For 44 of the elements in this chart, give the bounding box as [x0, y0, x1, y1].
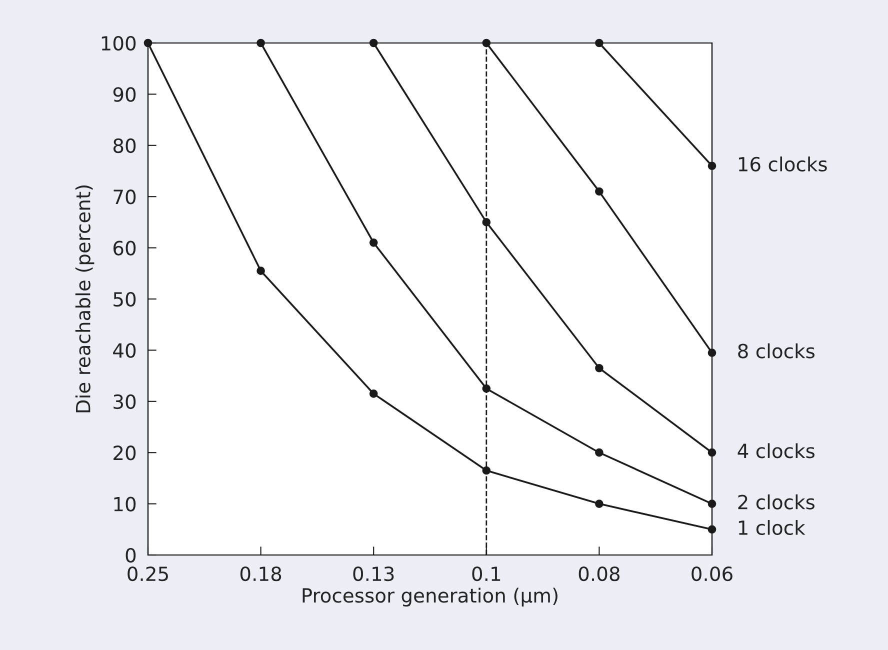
y-tick-label: 90 [113, 87, 136, 102]
point [595, 187, 604, 196]
x-tick-label: 0.25 [128, 566, 168, 582]
series-label: 4 clocks [738, 443, 814, 458]
series-label: 16 clocks [738, 156, 827, 172]
point [708, 500, 716, 508]
series-label: 8 clocks [738, 343, 814, 358]
y-axis-title: Die reachable (percent) [75, 185, 94, 412]
y-tick-label: 100 [102, 36, 136, 51]
point [708, 525, 716, 534]
point [595, 38, 604, 48]
point [482, 38, 491, 48]
series-label: 2 clocks [738, 494, 814, 510]
point [482, 466, 491, 475]
point [482, 218, 491, 226]
y-tick-label: 0 [126, 548, 136, 563]
point [708, 448, 716, 457]
point [256, 38, 265, 48]
x-tick-label: 0.13 [353, 566, 394, 582]
point [708, 162, 716, 170]
point [595, 448, 604, 457]
y-tick-label: 10 [114, 496, 136, 512]
point [369, 38, 378, 48]
y-tick-label: 70 [114, 190, 136, 204]
y-tick-label: 60 [114, 240, 136, 256]
point [595, 500, 604, 508]
x-tick-label: 0.1 [472, 566, 500, 582]
y-tick-label: 30 [114, 394, 136, 410]
point [482, 384, 491, 393]
point [595, 364, 604, 372]
point [369, 238, 378, 247]
point [369, 390, 378, 398]
x-tick-label: 0.06 [692, 566, 732, 582]
x-tick-label: 0.08 [578, 566, 620, 582]
y-tick-label: 80 [113, 138, 136, 154]
y-tick-label: 20 [114, 446, 136, 460]
y-tick-label: 50 [114, 292, 136, 307]
point [144, 38, 152, 48]
y-tick-label: 40 [113, 343, 136, 358]
x-tick-label: 0.18 [240, 566, 282, 582]
point [256, 266, 265, 276]
series-label: 1 clock [738, 520, 806, 536]
x-axis-title: Processor generation (µm) [302, 588, 558, 607]
point [708, 348, 716, 357]
